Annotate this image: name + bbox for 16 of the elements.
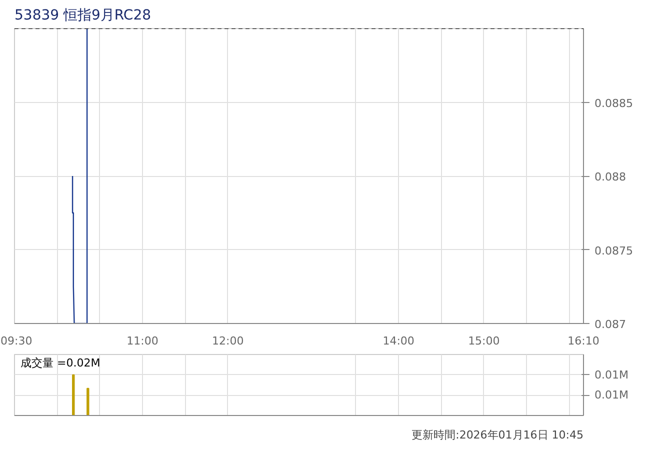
- x-tick-label: 09:30: [0, 334, 32, 348]
- y-tick-label: 0.0875: [594, 244, 633, 258]
- line-series: [72, 28, 88, 324]
- y-tick-label: 0.088: [594, 170, 626, 184]
- x-tick-label: 16:10: [568, 334, 600, 348]
- y-tick-label: 0.01M: [594, 388, 628, 402]
- x-tick-label: 11:00: [126, 334, 158, 348]
- x-tick-label: 15:00: [468, 334, 500, 348]
- x-tick-label: 12:00: [212, 334, 244, 348]
- y-tick-label: 0.0885: [594, 96, 633, 110]
- text: 更新時間:2026年01月16日 10:45: [412, 428, 584, 442]
- y-tick-label: 0.01M: [594, 368, 628, 382]
- x-tick-label: 14:00: [382, 334, 414, 348]
- chart-title: 53839 恒指9月RC28: [14, 8, 152, 24]
- y-tick-label: 0.087: [594, 318, 626, 331]
- annotation: 成交量 =0.02M: [20, 356, 100, 370]
